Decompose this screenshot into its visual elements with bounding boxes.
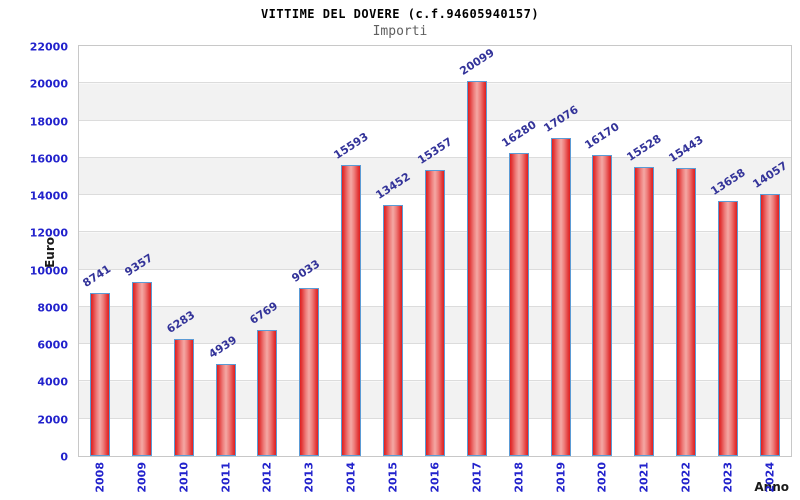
x-tick-label-2024: 2024: [763, 462, 777, 493]
bar-slot-2009: 9357 2009: [121, 46, 163, 493]
y-axis-title: Euro: [43, 237, 57, 268]
x-tick-label-2011: 2011: [219, 462, 233, 493]
x-tick-label-2016: 2016: [428, 462, 442, 493]
x-tick-label-2009: 2009: [135, 462, 149, 493]
value-label-2013: 9033: [289, 256, 323, 285]
value-label-2021: 15528: [624, 131, 664, 164]
bar-slot-2022: 15443 2022: [665, 46, 707, 492]
bar-2020[interactable]: [592, 154, 613, 456]
bar-2019[interactable]: [550, 137, 571, 456]
bar-2023[interactable]: [718, 201, 739, 456]
bar-2021[interactable]: [634, 166, 655, 456]
y-tick-label: 4000: [37, 375, 68, 389]
value-label-2014: 15593: [331, 130, 371, 163]
bar-2017[interactable]: [466, 81, 487, 456]
x-tick-label-2021: 2021: [637, 462, 651, 493]
y-tick-label: 12000: [29, 226, 68, 240]
gridline: [79, 156, 791, 158]
value-label-2010: 6283: [164, 308, 197, 336]
bar-slot-2021: 15528 2021: [623, 46, 665, 493]
bar-2022[interactable]: [676, 168, 697, 456]
bar-slot-2016: 15357 2016: [414, 46, 456, 493]
x-tick-label-2023: 2023: [721, 462, 735, 493]
value-label-2024: 14057: [750, 159, 790, 191]
value-label-2018: 16280: [499, 117, 539, 150]
value-label-2012: 6769: [247, 299, 281, 327]
x-tick-label-2013: 2013: [302, 462, 316, 493]
x-tick-label-2015: 2015: [386, 462, 400, 493]
bar-2014[interactable]: [341, 165, 362, 456]
y-tick-label: 16000: [29, 152, 68, 166]
chart-title: VITTIME DEL DOVERE (c.f.94605940157): [260, 7, 540, 21]
bar-2016[interactable]: [424, 169, 445, 456]
y-tick-label: 0: [60, 450, 68, 464]
bar-slot-2024: 14057 2024: [749, 46, 791, 493]
x-tick-label-2012: 2012: [260, 462, 274, 493]
value-label-2022: 15443: [666, 133, 706, 166]
bar-2011[interactable]: [215, 363, 236, 456]
x-tick-label-2008: 2008: [93, 462, 107, 493]
bar-2008[interactable]: [89, 293, 110, 456]
value-label-2016: 15357: [415, 134, 455, 167]
bar-slot-2010: 6283 2010: [163, 46, 205, 492]
y-tick-label: 6000: [37, 338, 68, 352]
value-label-2020: 16170: [582, 119, 623, 152]
y-tick-label: 18000: [29, 115, 68, 129]
bar-2015[interactable]: [383, 205, 404, 456]
value-label-2011: 4939: [206, 333, 239, 361]
bar-slot-2011: 4939 2011: [205, 46, 247, 492]
value-label-2015: 13452: [373, 170, 413, 203]
value-label-2017: 20099: [457, 46, 497, 79]
plot-area: 8741 2008 9357 2009 6283 2010 4939 2011 6769 2012…: [78, 45, 792, 493]
x-tick-label-2022: 2022: [679, 462, 693, 493]
bar-slots: 8741 2008 9357 2009 6283 2010 4939 2011 6769 2012…: [79, 46, 791, 493]
bar-2024[interactable]: [759, 194, 780, 456]
bar-slot-2008: 8741 2008: [79, 46, 121, 492]
y-tick-label: 2000: [37, 413, 68, 427]
bar-slot-2013: 9033 2013: [288, 46, 330, 493]
bar-slot-2018: 16280 2018: [498, 46, 540, 493]
x-tick-label-2020: 2020: [595, 462, 609, 493]
y-tick-label: 10000: [29, 264, 68, 278]
bar-slot-2015: 13452 2015: [372, 46, 414, 492]
value-label-2008: 8741: [80, 262, 114, 290]
bar-slot-2012: 6769 2012: [247, 46, 289, 493]
y-axis: 0 2000 4000 6000 8000 10000 12000 14000 16000 180…: [0, 40, 74, 463]
bar-slot-2014: 15593 2014: [330, 46, 372, 492]
value-label-2009: 9357: [122, 250, 156, 279]
y-tick-label: 22000: [29, 40, 68, 54]
y-tick-label: 8000: [37, 301, 68, 315]
bar-2009[interactable]: [131, 281, 152, 456]
value-label-2023: 13658: [708, 166, 748, 199]
bar-2018[interactable]: [508, 152, 529, 456]
value-label-2019: 17076: [541, 102, 581, 135]
x-tick-label-2018: 2018: [512, 462, 526, 493]
y-tick-label: 20000: [29, 77, 68, 91]
bar-2012[interactable]: [257, 329, 278, 456]
x-axis-title: Anno: [754, 480, 789, 494]
chart-subtitle: Importi: [372, 24, 428, 39]
bar-slot-2019: 17076 2019: [540, 46, 582, 493]
bar-2013[interactable]: [299, 287, 320, 456]
gridline: [79, 119, 791, 121]
gridline: [79, 82, 791, 84]
x-tick-label-2014: 2014: [344, 462, 358, 493]
y-tick-label: 14000: [29, 189, 68, 203]
bar-2010[interactable]: [173, 338, 194, 456]
x-tick-label-2010: 2010: [177, 462, 191, 493]
bar-slot-2023: 13658 2023: [707, 46, 749, 493]
x-tick-label-2019: 2019: [554, 462, 568, 493]
x-tick-label-2017: 2017: [470, 462, 484, 493]
bar-slot-2017: 20099 2017: [456, 46, 498, 493]
bar-slot-2020: 16170 2020: [582, 46, 624, 493]
